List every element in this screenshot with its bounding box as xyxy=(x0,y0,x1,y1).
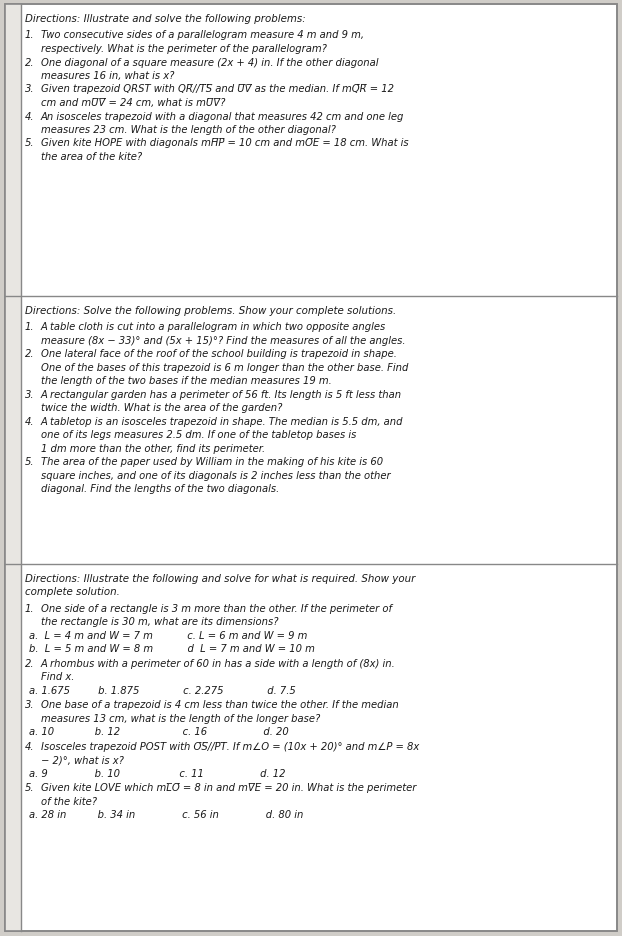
Text: 1.: 1. xyxy=(25,31,34,40)
Text: the rectangle is 30 m, what are its dimensions?: the rectangle is 30 m, what are its dime… xyxy=(41,617,279,627)
Text: 3.: 3. xyxy=(25,700,34,709)
Text: Directions: Illustrate the following and solve for what is required. Show your: Directions: Illustrate the following and… xyxy=(25,574,415,583)
Text: Two consecutive sides of a parallelogram measure 4 m and 9 m,: Two consecutive sides of a parallelogram… xyxy=(41,31,364,40)
Text: a. 10             b. 12                    c. 16                  d. 20: a. 10 b. 12 c. 16 d. 20 xyxy=(29,726,289,737)
Text: 1 dm more than the other, find its perimeter.: 1 dm more than the other, find its perim… xyxy=(41,444,265,454)
Text: − 2)°, what is x?: − 2)°, what is x? xyxy=(41,754,124,765)
Text: One diagonal of a square measure (2x + 4) in. If the other diagonal: One diagonal of a square measure (2x + 4… xyxy=(41,57,379,67)
Text: One base of a trapezoid is 4 cm less than twice the other. If the median: One base of a trapezoid is 4 cm less tha… xyxy=(41,700,399,709)
Text: Find x.: Find x. xyxy=(41,672,75,681)
Text: Directions: Illustrate and solve the following problems:: Directions: Illustrate and solve the fol… xyxy=(25,14,306,24)
Text: 2.: 2. xyxy=(25,57,34,67)
Text: Isosceles trapezoid POST with O̅S̅//P̅T̅. If m∠O = (10x + 20)° and m∠P = 8x: Isosceles trapezoid POST with O̅S̅//P̅T̅… xyxy=(41,741,419,752)
Text: the length of the two bases if the median measures 19 m.: the length of the two bases if the media… xyxy=(41,376,332,386)
Text: 2.: 2. xyxy=(25,349,34,359)
Text: A rectangular garden has a perimeter of 56 ft. Its length is 5 ft less than: A rectangular garden has a perimeter of … xyxy=(41,389,402,400)
Text: measures 23 cm. What is the length of the other diagonal?: measures 23 cm. What is the length of th… xyxy=(41,124,336,135)
Text: 5.: 5. xyxy=(25,457,34,467)
Text: Given trapezoid QRST with QR̅//T̅S̅ and U̅V̅ as the median. If mQ̅R̅ = 12: Given trapezoid QRST with QR̅//T̅S̅ and … xyxy=(41,84,394,95)
Text: measures 16 in, what is x?: measures 16 in, what is x? xyxy=(41,71,174,80)
Text: 1.: 1. xyxy=(25,604,34,613)
Text: complete solution.: complete solution. xyxy=(25,587,120,597)
Text: one of its legs measures 2.5 dm. If one of the tabletop bases is: one of its legs measures 2.5 dm. If one … xyxy=(41,430,356,440)
Text: of the kite?: of the kite? xyxy=(41,797,97,806)
Text: One lateral face of the roof of the school building is trapezoid in shape.: One lateral face of the roof of the scho… xyxy=(41,349,397,359)
Text: An isosceles trapezoid with a diagonal that measures 42 cm and one leg: An isosceles trapezoid with a diagonal t… xyxy=(41,111,404,122)
Text: square inches, and one of its diagonals is 2 inches less than the other: square inches, and one of its diagonals … xyxy=(41,471,391,480)
Text: 5.: 5. xyxy=(25,139,34,148)
Text: a.  L = 4 m and W = 7 m           c. L = 6 m and W = 9 m: a. L = 4 m and W = 7 m c. L = 6 m and W … xyxy=(29,630,307,640)
Text: A tabletop is an isosceles trapezoid in shape. The median is 5.5 dm, and: A tabletop is an isosceles trapezoid in … xyxy=(41,417,404,427)
Text: A rhombus with a perimeter of 60 in has a side with a length of (8x) in.: A rhombus with a perimeter of 60 in has … xyxy=(41,658,396,668)
Text: One side of a rectangle is 3 m more than the other. If the perimeter of: One side of a rectangle is 3 m more than… xyxy=(41,604,392,613)
Text: 3.: 3. xyxy=(25,84,34,95)
Text: a. 9               b. 10                   c. 11                  d. 12: a. 9 b. 10 c. 11 d. 12 xyxy=(29,768,285,778)
Text: A table cloth is cut into a parallelogram in which two opposite angles: A table cloth is cut into a parallelogra… xyxy=(41,322,386,332)
Text: twice the width. What is the area of the garden?: twice the width. What is the area of the… xyxy=(41,403,282,413)
Text: the area of the kite?: the area of the kite? xyxy=(41,152,142,162)
Text: 5.: 5. xyxy=(25,782,34,793)
Text: Given kite LOVE which mL̅O̅ = 8 in and mV̅E̅ = 20 in. What is the perimeter: Given kite LOVE which mL̅O̅ = 8 in and m… xyxy=(41,782,416,793)
Text: b.  L = 5 m and W = 8 m           d  L = 7 m and W = 10 m: b. L = 5 m and W = 8 m d L = 7 m and W =… xyxy=(29,644,315,654)
Text: 4.: 4. xyxy=(25,111,34,122)
Text: cm and mU̅V̅ = 24 cm, what is mU̅V̅?: cm and mU̅V̅ = 24 cm, what is mU̅V̅? xyxy=(41,98,225,108)
Text: 4.: 4. xyxy=(25,741,34,752)
Text: a. 1.675         b. 1.875              c. 2.275              d. 7.5: a. 1.675 b. 1.875 c. 2.275 d. 7.5 xyxy=(29,685,295,695)
Bar xyxy=(5,5,21,931)
Text: 4.: 4. xyxy=(25,417,34,427)
Text: One of the bases of this trapezoid is 6 m longer than the other base. Find: One of the bases of this trapezoid is 6 … xyxy=(41,362,409,373)
Text: Directions: Solve the following problems. Show your complete solutions.: Directions: Solve the following problems… xyxy=(25,306,396,315)
Text: Given kite HOPE with diagonals mH̅P̅ = 10 cm and mO̅E̅ = 18 cm. What is: Given kite HOPE with diagonals mH̅P̅ = 1… xyxy=(41,139,409,148)
Text: a. 28 in          b. 34 in               c. 56 in               d. 80 in: a. 28 in b. 34 in c. 56 in d. 80 in xyxy=(29,810,304,820)
Text: measure (8x − 33)° and (5x + 15)°? Find the measures of all the angles.: measure (8x − 33)° and (5x + 15)°? Find … xyxy=(41,336,406,345)
Text: measures 13 cm, what is the length of the longer base?: measures 13 cm, what is the length of th… xyxy=(41,713,320,724)
Text: The area of the paper used by William in the making of his kite is 60: The area of the paper used by William in… xyxy=(41,457,383,467)
Text: 3.: 3. xyxy=(25,389,34,400)
Text: 2.: 2. xyxy=(25,658,34,668)
Text: respectively. What is the perimeter of the parallelogram?: respectively. What is the perimeter of t… xyxy=(41,44,327,54)
Text: diagonal. Find the lengths of the two diagonals.: diagonal. Find the lengths of the two di… xyxy=(41,484,279,494)
Text: 1.: 1. xyxy=(25,322,34,332)
